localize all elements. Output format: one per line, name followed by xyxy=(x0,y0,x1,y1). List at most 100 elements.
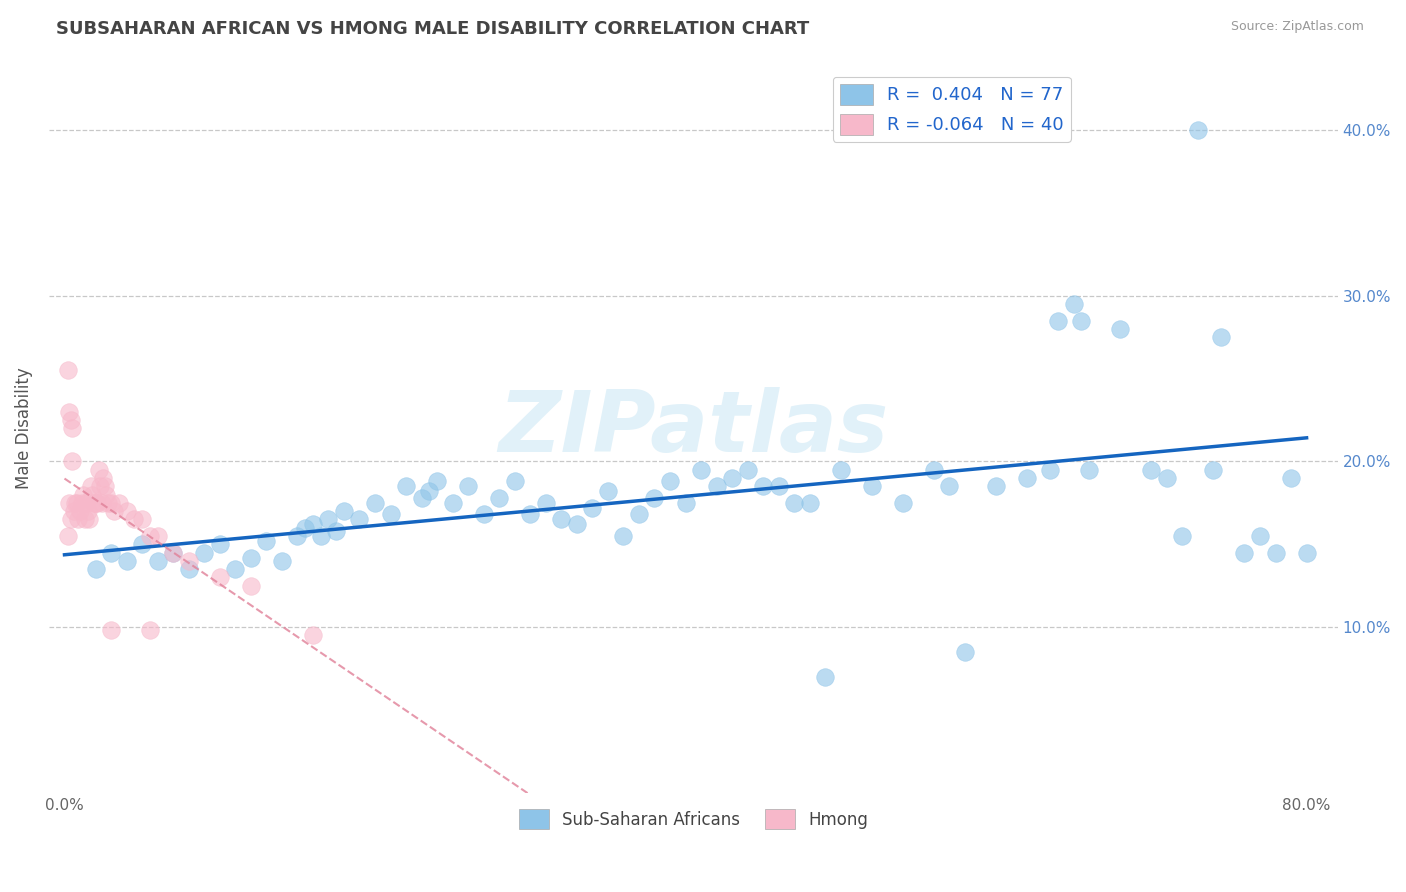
Point xyxy=(80,479,103,493)
Point xyxy=(953,645,976,659)
Point xyxy=(84,496,107,510)
Point xyxy=(426,475,449,489)
Point xyxy=(115,504,138,518)
Point xyxy=(333,504,356,518)
Point xyxy=(146,529,169,543)
Point xyxy=(596,484,619,499)
Point xyxy=(162,545,184,559)
Point xyxy=(69,504,91,518)
Point xyxy=(56,363,79,377)
Point xyxy=(76,504,98,518)
Point xyxy=(302,517,325,532)
Point xyxy=(706,479,728,493)
Point xyxy=(139,529,162,543)
Point xyxy=(239,579,262,593)
Point xyxy=(488,491,510,505)
Point xyxy=(418,484,440,499)
Text: SUBSAHARAN AFRICAN VS HMONG MALE DISABILITY CORRELATION CHART: SUBSAHARAN AFRICAN VS HMONG MALE DISABIL… xyxy=(56,20,810,37)
Point xyxy=(675,496,697,510)
Point xyxy=(75,496,97,510)
Point xyxy=(302,628,325,642)
Point xyxy=(97,496,120,510)
Point xyxy=(87,463,110,477)
Point xyxy=(294,521,316,535)
Point xyxy=(534,496,557,510)
Point xyxy=(472,508,495,522)
Point xyxy=(62,504,84,518)
Point xyxy=(115,554,138,568)
Point xyxy=(162,545,184,559)
Point xyxy=(86,496,108,510)
Point xyxy=(550,512,572,526)
Point xyxy=(519,508,541,522)
Point xyxy=(70,496,93,510)
Point xyxy=(139,624,162,638)
Point xyxy=(131,512,153,526)
Text: ZIPatlas: ZIPatlas xyxy=(498,387,889,470)
Point xyxy=(457,479,479,493)
Point xyxy=(1039,463,1062,477)
Point xyxy=(690,463,713,477)
Point xyxy=(1249,529,1271,543)
Point xyxy=(938,479,960,493)
Point xyxy=(503,475,526,489)
Point xyxy=(59,413,82,427)
Point xyxy=(72,487,94,501)
Point xyxy=(891,496,914,510)
Point xyxy=(581,500,603,515)
Point xyxy=(984,479,1007,493)
Point xyxy=(830,463,852,477)
Point xyxy=(84,562,107,576)
Point xyxy=(1078,463,1101,477)
Point xyxy=(380,508,402,522)
Text: Source: ZipAtlas.com: Source: ZipAtlas.com xyxy=(1230,20,1364,33)
Point xyxy=(177,562,200,576)
Point xyxy=(124,512,146,526)
Point xyxy=(60,454,83,468)
Point xyxy=(100,624,122,638)
Point xyxy=(89,479,111,493)
Point xyxy=(318,512,340,526)
Point xyxy=(73,512,96,526)
Point xyxy=(752,479,775,493)
Point xyxy=(58,405,80,419)
Point xyxy=(208,570,231,584)
Point xyxy=(83,496,105,510)
Point xyxy=(90,496,112,510)
Point xyxy=(768,479,790,493)
Point xyxy=(100,545,122,559)
Point xyxy=(131,537,153,551)
Point xyxy=(411,491,433,505)
Point xyxy=(239,550,262,565)
Point xyxy=(65,496,87,510)
Point xyxy=(1109,322,1132,336)
Point xyxy=(721,471,744,485)
Point xyxy=(1264,545,1286,559)
Point xyxy=(814,670,837,684)
Point xyxy=(860,479,883,493)
Point xyxy=(1140,463,1163,477)
Point xyxy=(146,554,169,568)
Point xyxy=(177,554,200,568)
Point xyxy=(627,508,650,522)
Point xyxy=(1063,297,1085,311)
Point xyxy=(441,496,464,510)
Point xyxy=(66,496,89,510)
Point xyxy=(103,504,125,518)
Point xyxy=(395,479,418,493)
Point xyxy=(1017,471,1039,485)
Point xyxy=(91,471,114,485)
Point xyxy=(643,491,665,505)
Point xyxy=(82,487,104,501)
Legend: Sub-Saharan Africans, Hmong: Sub-Saharan Africans, Hmong xyxy=(512,803,875,835)
Point xyxy=(94,479,117,493)
Point xyxy=(193,545,215,559)
Point xyxy=(1295,545,1317,559)
Point xyxy=(612,529,634,543)
Point xyxy=(1211,330,1233,344)
Point xyxy=(783,496,806,510)
Point xyxy=(1070,314,1092,328)
Point xyxy=(254,533,277,548)
Point xyxy=(287,529,309,543)
Point xyxy=(79,512,101,526)
